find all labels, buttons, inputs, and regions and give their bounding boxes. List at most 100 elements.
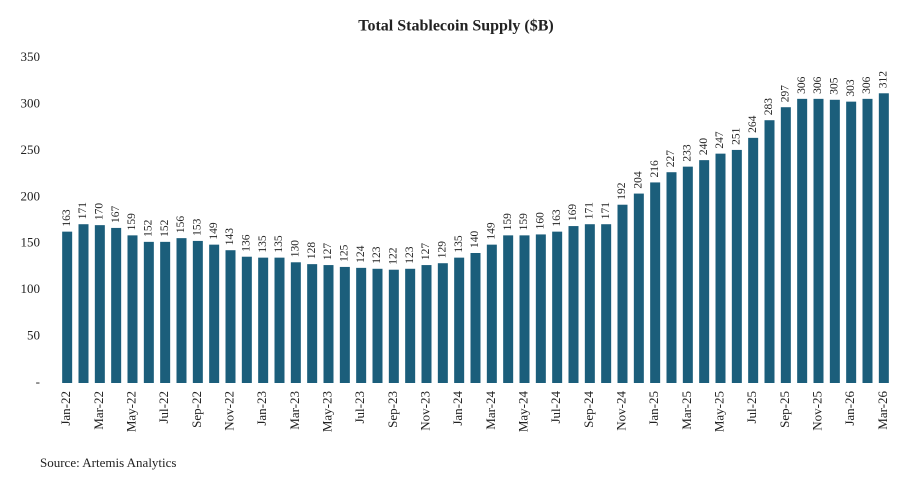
value-label: 163 <box>61 209 73 227</box>
x-tick-label: Jul-22 <box>156 391 171 424</box>
bar <box>846 101 857 384</box>
bar <box>290 262 301 383</box>
bar <box>748 137 759 383</box>
x-tick-label: Jan-24 <box>450 391 465 426</box>
x-tick-label: Sep-22 <box>189 391 204 428</box>
value-label: 160 <box>534 212 546 230</box>
bar <box>633 193 644 383</box>
value-label: 127 <box>420 243 432 261</box>
bar <box>258 257 269 383</box>
value-label: 124 <box>355 245 367 263</box>
bar <box>176 238 187 383</box>
bar <box>829 99 840 384</box>
value-label: 170 <box>93 203 105 221</box>
x-tick-label: Mar-23 <box>287 391 302 430</box>
bar <box>356 267 367 383</box>
bar <box>339 266 350 383</box>
value-label: 122 <box>387 247 399 265</box>
bar <box>650 182 661 383</box>
value-label: 216 <box>649 160 661 178</box>
value-label: 159 <box>502 213 514 230</box>
bar <box>878 93 889 384</box>
x-tick-label: Sep-24 <box>581 391 596 428</box>
value-label: 136 <box>240 234 252 251</box>
value-label: 135 <box>273 235 285 253</box>
bar <box>111 227 122 383</box>
x-tick-label: May-23 <box>319 391 334 432</box>
bar <box>617 204 628 383</box>
value-label: 135 <box>453 235 465 253</box>
bar <box>274 257 285 383</box>
bar <box>601 224 612 383</box>
value-label: 306 <box>796 76 808 94</box>
bar <box>584 224 595 383</box>
value-label: 143 <box>224 228 236 246</box>
bar <box>421 265 432 383</box>
value-label: 149 <box>485 222 497 240</box>
bar <box>519 235 530 383</box>
x-tick-label: Jan-23 <box>254 391 269 426</box>
bar <box>127 235 138 383</box>
bar <box>437 263 448 383</box>
x-tick-label: Jan-25 <box>646 391 661 426</box>
value-label: 129 <box>436 241 448 259</box>
x-tick-label: Nov-23 <box>417 391 432 431</box>
value-label: 149 <box>208 222 220 240</box>
bar <box>486 244 497 383</box>
bar <box>568 226 579 383</box>
bar <box>307 264 318 383</box>
value-label: 171 <box>77 202 89 220</box>
value-label: 130 <box>289 240 301 258</box>
bar <box>535 234 546 383</box>
value-label: 283 <box>763 98 775 116</box>
value-label: 312 <box>877 71 889 89</box>
bar <box>405 268 416 383</box>
x-tick-label: Nov-22 <box>221 391 236 431</box>
value-label: 303 <box>845 79 857 97</box>
bar <box>503 235 514 383</box>
value-label: 135 <box>257 235 269 253</box>
value-label: 123 <box>371 246 383 264</box>
y-tick-label: 200 <box>21 188 41 203</box>
bar <box>62 231 73 383</box>
value-label: 163 <box>551 209 563 227</box>
y-tick-label: - <box>36 374 40 389</box>
x-tick-label: May-22 <box>123 391 138 432</box>
bar <box>209 244 220 383</box>
bar <box>666 172 677 383</box>
y-tick-label: 300 <box>21 95 41 110</box>
value-label: 159 <box>126 213 138 231</box>
y-tick-label: 50 <box>27 328 40 343</box>
bar <box>764 120 775 383</box>
bar <box>372 268 383 383</box>
bar <box>715 153 726 383</box>
value-label: 171 <box>583 202 595 220</box>
bar <box>143 241 154 383</box>
value-label: 127 <box>322 243 334 261</box>
y-tick-label: 350 <box>21 49 41 64</box>
value-label: 140 <box>469 231 481 249</box>
bar <box>699 160 710 383</box>
bar <box>813 98 824 383</box>
value-label: 247 <box>714 131 726 149</box>
value-label: 152 <box>159 219 171 237</box>
value-label: 227 <box>665 150 677 168</box>
value-label: 233 <box>681 144 693 162</box>
bar <box>454 257 465 383</box>
bar <box>323 265 334 383</box>
value-label: 123 <box>404 246 416 264</box>
value-label: 192 <box>616 182 628 200</box>
x-tick-label: Jan-22 <box>58 391 73 426</box>
value-label: 251 <box>730 127 742 145</box>
bar <box>552 231 563 383</box>
y-tick-label: 150 <box>21 235 41 250</box>
x-tick-label: Jul-24 <box>548 391 563 424</box>
value-label: 152 <box>142 219 154 237</box>
bar <box>94 225 105 383</box>
value-label: 306 <box>861 76 873 94</box>
value-label: 204 <box>632 171 644 189</box>
x-tick-label: May-25 <box>711 391 726 432</box>
x-tick-label: Nov-25 <box>809 391 824 431</box>
bar <box>192 240 203 383</box>
